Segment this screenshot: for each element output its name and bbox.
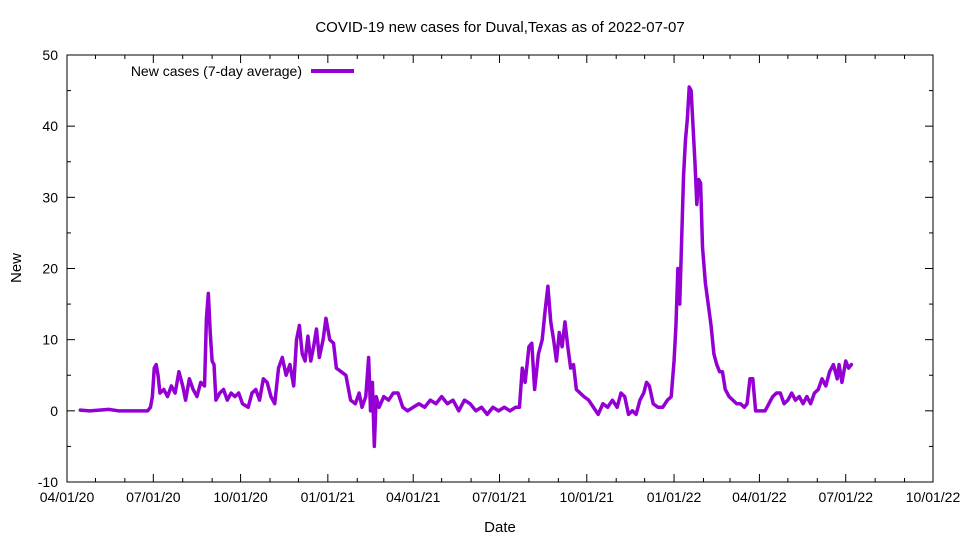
series-line (78, 85, 854, 449)
y-tick-label: 50 (42, 47, 58, 63)
x-tick-label: 07/01/21 (472, 489, 527, 505)
x-tick-label: 10/01/22 (906, 489, 960, 505)
y-tick-label: 20 (42, 261, 58, 277)
ticks-layer: -10 0 10 20 30 40 50 04/01/20 07/01/20 10/01/20 01… (38, 47, 960, 505)
x-tick-label: 07/01/22 (818, 489, 873, 505)
y-tick-label: 30 (42, 189, 58, 205)
x-tick-label: 04/01/20 (40, 489, 95, 505)
x-tick-label: 04/01/22 (732, 489, 787, 505)
y-tick-label: 40 (42, 118, 58, 134)
plot-frame (66, 54, 934, 483)
legend-label: New cases (7-day average) (131, 63, 302, 79)
x-tick-label: 10/01/20 (213, 489, 268, 505)
y-tick-label: 10 (42, 332, 58, 348)
x-tick-label: 10/01/21 (560, 489, 615, 505)
lines-layer (78, 85, 854, 449)
legend: New cases (7-day average) (131, 63, 354, 79)
x-axis-title: Date (484, 519, 516, 536)
x-tick-label: 07/01/20 (126, 489, 181, 505)
chart-title: COVID-19 new cases for Duval,Texas as of… (315, 19, 684, 36)
y-axis-title: New (8, 253, 25, 283)
x-tick-label: 01/01/21 (301, 489, 356, 505)
x-tick-label: 01/01/22 (647, 489, 702, 505)
x-tick-label: 04/01/21 (386, 489, 441, 505)
y-tick-label: -10 (38, 474, 58, 490)
y-tick-label: 0 (50, 403, 58, 419)
